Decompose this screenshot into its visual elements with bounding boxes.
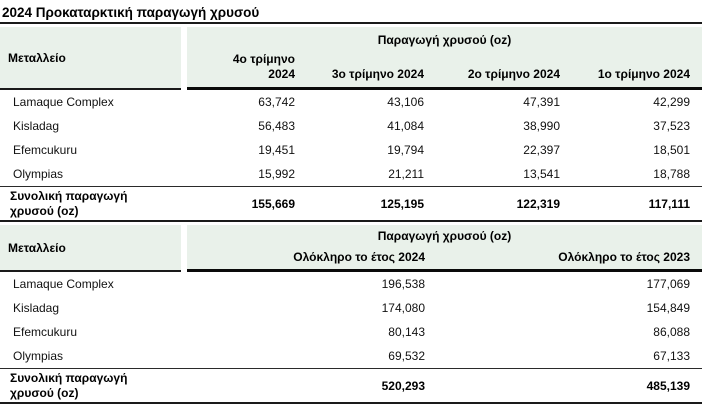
value-cell: 19,794	[387, 143, 424, 157]
total-value-cell: 117,111	[648, 196, 690, 211]
value-cell: 80,143	[388, 325, 425, 339]
total-value-cell: 125,195	[380, 196, 424, 211]
value-cell: 69,532	[388, 349, 425, 363]
value-cell: 41,084	[387, 119, 424, 133]
value-cell: 18,788	[653, 167, 690, 181]
mine-name-cell: Olympias	[13, 167, 64, 181]
mine-name-cell: Kisladag	[13, 119, 60, 133]
total-value-cell: 520,293	[381, 378, 425, 393]
value-cell: 56,483	[258, 119, 295, 133]
value-cell: 67,133	[653, 349, 690, 363]
value-cell: 196,538	[381, 277, 425, 291]
column-header-q1-2024: 1ο τρίμηνο 2024	[597, 67, 690, 81]
value-cell: 37,523	[653, 119, 690, 133]
mine-name-cell: Olympias	[13, 349, 64, 363]
header-gap	[181, 225, 187, 272]
value-cell: 18,501	[653, 143, 690, 157]
annual-total-row: Συνολική παραγωγή χρυσού (oz) 520,293 48…	[0, 368, 702, 404]
group-header-label: Παραγωγή χρυσού (oz)	[377, 33, 512, 47]
value-cell: 43,106	[387, 95, 424, 109]
quarterly-production-table: Μεταλλείο Παραγωγή χρυσού (oz) 4ο τρίμην…	[0, 27, 702, 222]
column-header-q2-2024: 2ο τρίμηνο 2024	[467, 67, 560, 81]
mine-name-cell: Efemcukuru	[13, 143, 78, 157]
total-label: Συνολική παραγωγή χρυσού (oz)	[10, 370, 128, 400]
table-row: Kisladag 56,483 41,084 38,990 37,523	[0, 114, 702, 138]
total-value-cell: 485,139	[646, 378, 690, 393]
page-title: 2024 Προκαταρκτική παραγωγή χρυσού	[2, 5, 260, 20]
value-cell: 38,990	[523, 119, 560, 133]
column-header-mine: Μεταλλείο	[0, 27, 181, 90]
value-cell: 154,849	[646, 301, 690, 315]
table-row: Kisladag 174,080 154,849	[0, 296, 702, 320]
year-column-headers: Ολόκληρο το έτος 2024 Ολόκληρο το έτος 2…	[187, 250, 702, 269]
header-gap	[181, 27, 187, 90]
column-group-gold-production: Παραγωγή χρυσού (oz) Ολόκληρο το έτος 20…	[187, 225, 702, 272]
quarter-column-headers: 4ο τρίμηνο 2024 3ο τρίμηνο 2024 2ο τρίμη…	[187, 52, 702, 87]
value-cell: 13,541	[523, 167, 560, 181]
table-row: Lamaque Complex 63,742 43,106 47,391 42,…	[0, 90, 702, 114]
value-cell: 177,069	[646, 277, 690, 291]
total-label: Συνολική παραγωγή χρυσού (oz)	[10, 188, 128, 218]
value-cell: 86,088	[653, 325, 690, 339]
value-cell: 15,992	[258, 167, 295, 181]
quarterly-table-header: Μεταλλείο Παραγωγή χρυσού (oz) 4ο τρίμην…	[0, 27, 702, 90]
annual-production-table: Μεταλλείο Παραγωγή χρυσού (oz) Ολόκληρο …	[0, 225, 702, 404]
total-value-cell: 122,319	[516, 196, 560, 211]
value-cell: 42,299	[653, 95, 690, 109]
table-row: Efemcukuru 80,143 86,088	[0, 320, 702, 344]
column-header-mine: Μεταλλείο	[0, 225, 181, 272]
value-cell: 21,211	[388, 167, 424, 181]
title-divider	[0, 22, 702, 24]
column-header-full-year-2023: Ολόκληρο το έτος 2023	[558, 250, 690, 264]
table-row: Efemcukuru 19,451 19,794 22,397 18,501	[0, 138, 702, 162]
column-header-full-year-2024: Ολόκληρο το έτος 2024	[293, 250, 425, 264]
group-header-label: Παραγωγή χρυσού (oz)	[377, 229, 512, 243]
column-group-gold-production: Παραγωγή χρυσού (oz) 4ο τρίμηνο 2024 3ο …	[187, 27, 702, 90]
mine-name-cell: Lamaque Complex	[13, 277, 114, 291]
mine-name-cell: Efemcukuru	[13, 325, 78, 339]
table-row: Lamaque Complex 196,538 177,069	[0, 272, 702, 296]
column-header-q4-2024-label: 4ο τρίμηνο 2024	[232, 52, 295, 81]
mine-name-cell: Kisladag	[13, 301, 60, 315]
column-header-q3-2024: 3ο τρίμηνο 2024	[331, 67, 424, 81]
value-cell: 22,397	[523, 143, 560, 157]
value-cell: 19,451	[258, 143, 295, 157]
mine-name-cell: Lamaque Complex	[13, 95, 114, 109]
annual-table-header: Μεταλλείο Παραγωγή χρυσού (oz) Ολόκληρο …	[0, 225, 702, 272]
total-value-cell: 155,669	[251, 196, 295, 211]
value-cell: 47,391	[523, 95, 560, 109]
value-cell: 174,080	[381, 301, 425, 315]
value-cell: 63,742	[258, 95, 295, 109]
table-row: Olympias 15,992 21,211 13,541 18,788	[0, 162, 702, 186]
table-row: Olympias 69,532 67,133	[0, 344, 702, 368]
quarterly-total-row: Συνολική παραγωγή χρυσού (oz) 155,669 12…	[0, 186, 702, 222]
column-header-q4-2024: 4ο τρίμηνο 2024	[187, 52, 307, 82]
